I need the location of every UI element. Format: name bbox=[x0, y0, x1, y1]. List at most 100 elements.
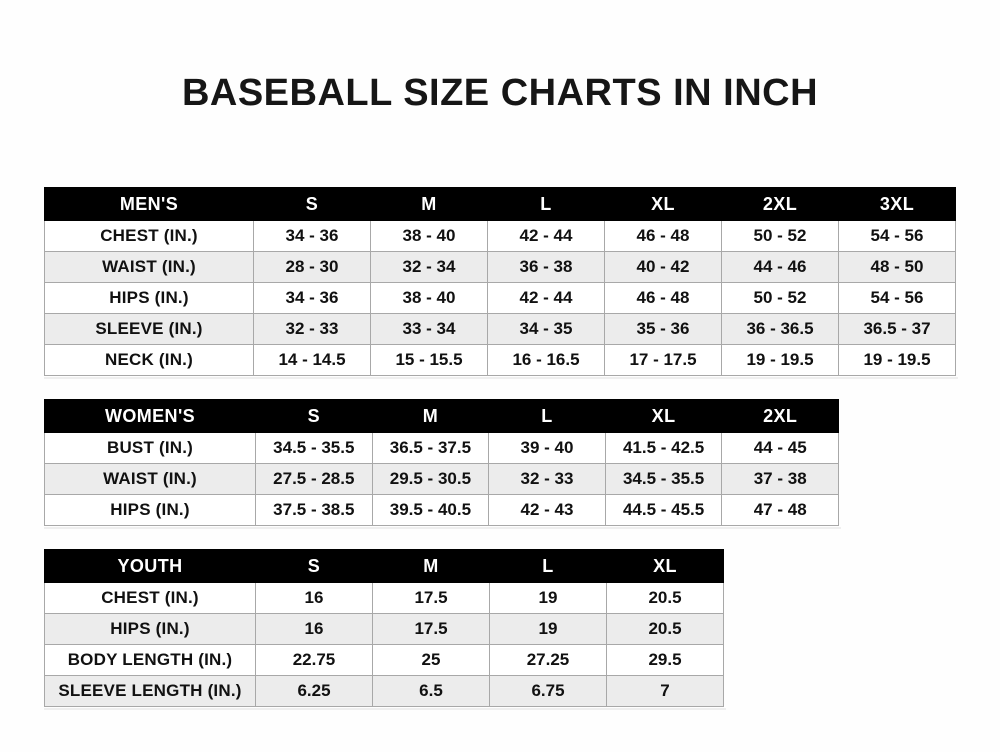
row-label: SLEEVE (IN.) bbox=[44, 313, 254, 345]
row-label: HIPS (IN.) bbox=[44, 282, 254, 314]
measurement-cell: 39 - 40 bbox=[488, 432, 606, 464]
measurement-cell: 36 - 36.5 bbox=[721, 313, 839, 345]
measurement-cell: 37 - 38 bbox=[721, 463, 839, 495]
youth-size-table: YOUTH S M L XL CHEST (IN.) 16 17.5 19 20.5 HIPS (… bbox=[44, 549, 724, 707]
measurement-cell: 15 - 15.5 bbox=[370, 344, 488, 376]
womens-table-title-cell: WOMEN'S bbox=[44, 399, 256, 433]
measurement-cell: 37.5 - 38.5 bbox=[255, 494, 373, 526]
measurement-cell: 17.5 bbox=[372, 582, 490, 614]
measurement-cell: 44 - 45 bbox=[721, 432, 839, 464]
measurement-cell: 40 - 42 bbox=[604, 251, 722, 283]
row-label: HIPS (IN.) bbox=[44, 613, 256, 645]
measurement-cell: 28 - 30 bbox=[253, 251, 371, 283]
measurement-cell: 50 - 52 bbox=[721, 282, 839, 314]
column-header-xl: XL bbox=[604, 187, 722, 221]
measurement-cell: 44.5 - 45.5 bbox=[604, 494, 723, 526]
table-row: WAIST (IN.) 27.5 - 28.5 29.5 - 30.5 32 - 33… bbox=[44, 463, 839, 495]
measurement-cell: 34.5 - 35.5 bbox=[604, 463, 723, 495]
measurement-cell: 27.25 bbox=[489, 644, 607, 676]
table-row: HIPS (IN.) 37.5 - 38.5 39.5 - 40.5 42 - 43 4… bbox=[44, 494, 839, 526]
measurement-cell: 41.5 - 42.5 bbox=[604, 432, 723, 464]
measurement-cell: 19 - 19.5 bbox=[838, 344, 956, 376]
measurement-cell: 17 - 17.5 bbox=[604, 344, 722, 376]
measurement-cell: 42 - 44 bbox=[487, 220, 605, 252]
table-row: WAIST (IN.) 28 - 30 32 - 34 36 - 38 40 - 42 4… bbox=[44, 251, 956, 283]
measurement-cell: 29.5 bbox=[606, 644, 724, 676]
measurement-cell: 27.5 - 28.5 bbox=[255, 463, 373, 495]
row-label: CHEST (IN.) bbox=[44, 582, 256, 614]
row-label: NECK (IN.) bbox=[44, 344, 254, 376]
table-row: SLEEVE LENGTH (IN.) 6.25 6.5 6.75 7 bbox=[44, 675, 724, 707]
measurement-cell: 6.25 bbox=[255, 675, 373, 707]
table-header-row: WOMEN'S S M L XL 2XL bbox=[44, 399, 839, 433]
measurement-cell: 16 - 16.5 bbox=[487, 344, 605, 376]
column-header-xl: XL bbox=[606, 549, 724, 583]
table-row: HIPS (IN.) 34 - 36 38 - 40 42 - 44 46 - 48 50… bbox=[44, 282, 956, 314]
measurement-cell: 46 - 48 bbox=[604, 220, 722, 252]
measurement-cell: 7 bbox=[606, 675, 724, 707]
youth-size-table-block: YOUTH S M L XL CHEST (IN.) 16 17.5 19 20.5 HIPS (… bbox=[44, 549, 726, 710]
measurement-cell: 32 - 34 bbox=[370, 251, 488, 283]
row-label: BUST (IN.) bbox=[44, 432, 256, 464]
measurement-cell: 19 bbox=[489, 613, 607, 645]
mens-size-table: MEN'S S M L XL 2XL 3XL CHEST (IN.) 34 - 36 38 - … bbox=[44, 187, 956, 376]
table-row: HIPS (IN.) 16 17.5 19 20.5 bbox=[44, 613, 724, 645]
measurement-cell: 42 - 44 bbox=[487, 282, 605, 314]
womens-size-table: WOMEN'S S M L XL 2XL BUST (IN.) 34.5 - 35.5 36.… bbox=[44, 399, 839, 526]
mens-table-body: CHEST (IN.) 34 - 36 38 - 40 42 - 44 46 - 48 5… bbox=[44, 220, 956, 376]
mens-table-title-cell: MEN'S bbox=[44, 187, 254, 221]
measurement-cell: 20.5 bbox=[606, 613, 724, 645]
column-header-s: S bbox=[253, 187, 371, 221]
measurement-cell: 25 bbox=[372, 644, 490, 676]
measurement-cell: 36 - 38 bbox=[487, 251, 605, 283]
measurement-cell: 6.5 bbox=[372, 675, 490, 707]
measurement-cell: 17.5 bbox=[372, 613, 490, 645]
measurement-cell: 38 - 40 bbox=[370, 282, 488, 314]
measurement-cell: 46 - 48 bbox=[604, 282, 722, 314]
row-label: WAIST (IN.) bbox=[44, 251, 254, 283]
measurement-cell: 54 - 56 bbox=[838, 282, 956, 314]
column-header-2xl: 2XL bbox=[721, 187, 839, 221]
row-label: WAIST (IN.) bbox=[44, 463, 256, 495]
measurement-cell: 44 - 46 bbox=[721, 251, 839, 283]
table-row: BODY LENGTH (IN.) 22.75 25 27.25 29.5 bbox=[44, 644, 724, 676]
measurement-cell: 20.5 bbox=[606, 582, 724, 614]
table-row: NECK (IN.) 14 - 14.5 15 - 15.5 16 - 16.5 17 … bbox=[44, 344, 956, 376]
womens-size-table-block: WOMEN'S S M L XL 2XL BUST (IN.) 34.5 - 35.5 36.… bbox=[44, 399, 841, 529]
column-header-l: L bbox=[489, 549, 607, 583]
measurement-cell: 34 - 36 bbox=[253, 282, 371, 314]
measurement-cell: 38 - 40 bbox=[370, 220, 488, 252]
measurement-cell: 42 - 43 bbox=[488, 494, 606, 526]
womens-table-header: WOMEN'S S M L XL 2XL bbox=[44, 399, 839, 433]
row-label: SLEEVE LENGTH (IN.) bbox=[44, 675, 256, 707]
table-header-row: MEN'S S M L XL 2XL 3XL bbox=[44, 187, 956, 221]
measurement-cell: 50 - 52 bbox=[721, 220, 839, 252]
column-header-s: S bbox=[255, 399, 373, 433]
measurement-cell: 36.5 - 37 bbox=[838, 313, 956, 345]
column-header-l: L bbox=[488, 399, 606, 433]
measurement-cell: 29.5 - 30.5 bbox=[371, 463, 490, 495]
measurement-cell: 47 - 48 bbox=[721, 494, 839, 526]
measurement-cell: 32 - 33 bbox=[253, 313, 371, 345]
measurement-cell: 19 - 19.5 bbox=[721, 344, 839, 376]
column-header-l: L bbox=[487, 187, 605, 221]
column-header-2xl: 2XL bbox=[721, 399, 839, 433]
table-row: BUST (IN.) 34.5 - 35.5 36.5 - 37.5 39 - 40 4… bbox=[44, 432, 839, 464]
measurement-cell: 6.75 bbox=[489, 675, 607, 707]
page-title: BASEBALL SIZE CHARTS IN INCH bbox=[181, 72, 819, 114]
youth-table-header: YOUTH S M L XL bbox=[44, 549, 724, 583]
mens-size-table-block: MEN'S S M L XL 2XL 3XL CHEST (IN.) 34 - 36 38 - … bbox=[44, 187, 958, 379]
womens-table-body: BUST (IN.) 34.5 - 35.5 36.5 - 37.5 39 - 40 4… bbox=[44, 432, 839, 526]
table-row: CHEST (IN.) 16 17.5 19 20.5 bbox=[44, 582, 724, 614]
column-header-m: M bbox=[371, 399, 490, 433]
row-label: BODY LENGTH (IN.) bbox=[44, 644, 256, 676]
measurement-cell: 19 bbox=[489, 582, 607, 614]
measurement-cell: 33 - 34 bbox=[370, 313, 488, 345]
measurement-cell: 35 - 36 bbox=[604, 313, 722, 345]
measurement-cell: 34 - 36 bbox=[253, 220, 371, 252]
table-header-row: YOUTH S M L XL bbox=[44, 549, 724, 583]
row-label: CHEST (IN.) bbox=[44, 220, 254, 252]
table-row: SLEEVE (IN.) 32 - 33 33 - 34 34 - 35 35 - 36… bbox=[44, 313, 956, 345]
measurement-cell: 36.5 - 37.5 bbox=[371, 432, 490, 464]
